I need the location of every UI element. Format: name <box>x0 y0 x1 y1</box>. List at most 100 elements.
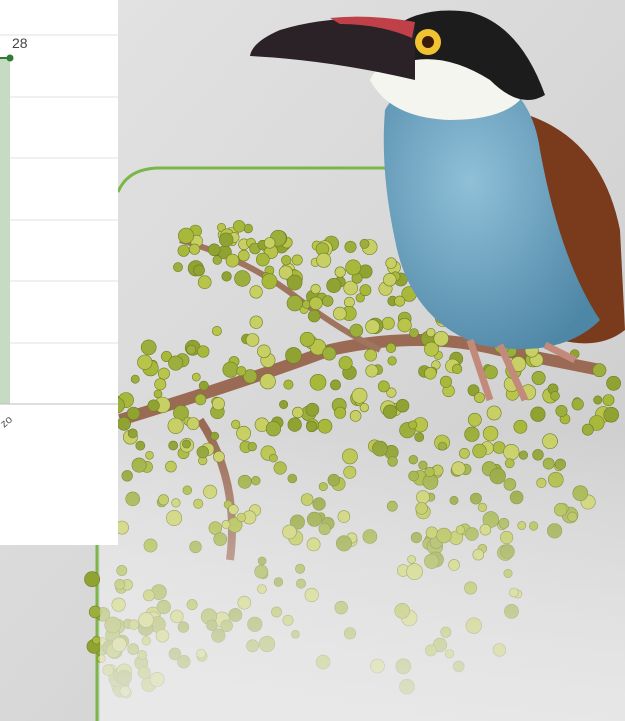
berry <box>231 419 241 430</box>
berry <box>386 387 397 398</box>
berry <box>602 394 615 406</box>
berry <box>486 405 502 421</box>
berry <box>287 417 302 432</box>
berry <box>249 285 263 299</box>
berry <box>397 318 412 333</box>
berry <box>88 605 102 619</box>
berry <box>157 367 170 380</box>
berry <box>483 365 498 380</box>
berry <box>365 319 380 335</box>
berry <box>286 295 303 312</box>
berry <box>395 399 410 413</box>
berry <box>383 404 398 419</box>
berry <box>322 346 337 361</box>
berry <box>198 380 209 391</box>
berry <box>408 420 418 430</box>
berry <box>197 275 212 290</box>
berry <box>225 253 240 268</box>
berry <box>550 391 560 401</box>
berry <box>385 342 397 354</box>
berry <box>309 338 327 356</box>
berry <box>394 295 406 307</box>
toucan-beak <box>250 18 415 80</box>
berry <box>243 369 258 384</box>
berry <box>307 309 321 323</box>
berry <box>261 273 278 290</box>
berry <box>278 265 293 280</box>
berry <box>219 232 234 248</box>
berry <box>351 387 368 404</box>
berry <box>364 348 378 362</box>
berry <box>291 254 303 266</box>
berry <box>168 355 184 371</box>
berry <box>355 293 365 303</box>
berry <box>330 379 341 391</box>
berry <box>222 361 239 378</box>
berry <box>194 393 207 406</box>
berry <box>207 243 221 257</box>
berry <box>212 255 223 265</box>
berry <box>249 315 263 329</box>
berry <box>424 367 437 380</box>
berry <box>332 306 347 321</box>
berry <box>173 262 183 273</box>
toucan-chest <box>383 70 600 350</box>
berry <box>197 345 210 358</box>
berry <box>334 266 346 278</box>
berry <box>186 344 197 355</box>
berry <box>322 295 334 307</box>
berry <box>606 375 621 391</box>
berry <box>383 273 397 287</box>
berry <box>377 380 390 393</box>
berry <box>236 366 247 377</box>
berry <box>365 364 379 378</box>
berry <box>359 238 370 249</box>
berry <box>433 331 449 347</box>
berry <box>192 372 201 382</box>
mist <box>100 430 625 721</box>
toucan-feet <box>466 338 577 402</box>
berry <box>305 402 320 417</box>
berry <box>279 399 289 409</box>
berry <box>285 347 302 364</box>
berry <box>137 354 153 370</box>
berry <box>238 249 250 262</box>
berry <box>302 300 311 309</box>
berry <box>126 406 141 421</box>
berry <box>211 397 225 411</box>
berry <box>286 274 303 291</box>
toucan-eye <box>422 36 434 48</box>
berry <box>309 296 323 310</box>
berry <box>84 571 100 588</box>
berry <box>531 370 546 385</box>
berry <box>92 635 101 645</box>
berry <box>474 392 485 403</box>
berry <box>592 363 607 378</box>
berry <box>281 255 292 266</box>
berry <box>147 399 160 412</box>
berry <box>264 237 276 249</box>
berry <box>530 406 546 422</box>
berry <box>161 350 173 362</box>
berry <box>283 379 294 390</box>
berry <box>387 356 397 366</box>
berry <box>571 398 584 411</box>
berry <box>467 412 482 427</box>
berry <box>153 389 163 399</box>
berry <box>385 257 397 269</box>
berry <box>409 328 419 338</box>
berry <box>234 270 251 287</box>
berry <box>381 316 395 330</box>
berry <box>467 384 480 397</box>
berry <box>316 252 332 268</box>
berry <box>343 280 359 296</box>
berry <box>349 323 364 338</box>
chart-panel: 28 zo <box>0 0 118 545</box>
berry <box>424 341 439 357</box>
bar <box>0 58 10 404</box>
berry <box>178 227 195 244</box>
berry <box>326 277 342 293</box>
berry <box>292 406 304 419</box>
berry <box>221 271 232 282</box>
